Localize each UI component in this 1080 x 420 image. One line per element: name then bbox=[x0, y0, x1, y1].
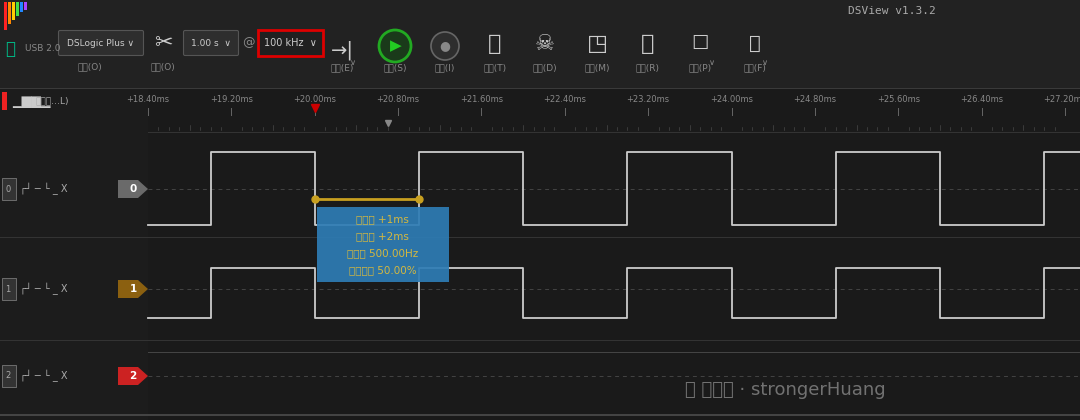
Text: +27.20ms: +27.20ms bbox=[1043, 95, 1080, 104]
Text: 解码(D): 解码(D) bbox=[532, 63, 557, 72]
Bar bbox=[0, 132, 1080, 133]
Text: +23.20ms: +23.20ms bbox=[626, 95, 670, 104]
Text: 搜索(R): 搜索(R) bbox=[636, 63, 660, 72]
Text: 文件(F): 文件(F) bbox=[743, 63, 767, 72]
FancyBboxPatch shape bbox=[58, 31, 144, 55]
FancyArrow shape bbox=[118, 280, 148, 298]
Text: 测量(M): 测量(M) bbox=[584, 63, 610, 72]
Text: ∨: ∨ bbox=[761, 58, 768, 67]
Text: +25.60ms: +25.60ms bbox=[877, 95, 920, 104]
Circle shape bbox=[379, 30, 411, 62]
Text: ∨: ∨ bbox=[708, 58, 715, 67]
FancyArrow shape bbox=[118, 180, 148, 198]
Bar bbox=[0, 0, 1080, 88]
Bar bbox=[316, 207, 449, 281]
Text: ▶: ▶ bbox=[390, 39, 402, 53]
Bar bbox=[148, 352, 1080, 353]
Text: +19.20ms: +19.20ms bbox=[210, 95, 253, 104]
Text: ☐: ☐ bbox=[691, 34, 708, 53]
Text: ┌┘ ─ └ _ X: ┌┘ ─ └ _ X bbox=[21, 283, 67, 295]
Bar bbox=[0, 152, 148, 237]
Bar bbox=[0, 252, 148, 347]
Text: 频率： 500.00Hz: 频率： 500.00Hz bbox=[347, 249, 418, 258]
Text: 模式(E): 模式(E) bbox=[330, 63, 353, 72]
Text: ●: ● bbox=[440, 39, 450, 52]
Text: 开始(S): 开始(S) bbox=[383, 63, 407, 72]
Bar bbox=[0, 237, 1080, 238]
Text: @: @ bbox=[242, 37, 254, 50]
Bar bbox=[21, 2, 23, 12]
Text: ┌┘ ─ └ _ X: ┌┘ ─ └ _ X bbox=[21, 183, 67, 195]
Text: ┌┘ ─ └ _ X: ┌┘ ─ └ _ X bbox=[21, 370, 67, 382]
Text: +20.80ms: +20.80ms bbox=[377, 95, 420, 104]
Text: DSView v1.3.2: DSView v1.3.2 bbox=[848, 6, 935, 16]
Text: 0: 0 bbox=[130, 184, 137, 194]
Text: 1.00 s  ∨: 1.00 s ∨ bbox=[191, 39, 231, 47]
Text: +21.60ms: +21.60ms bbox=[460, 95, 503, 104]
Text: ▁▇▇▁: ▁▇▇▁ bbox=[12, 94, 51, 108]
Bar bbox=[258, 30, 323, 56]
Bar bbox=[2, 92, 6, 110]
Text: ⌕: ⌕ bbox=[642, 34, 654, 54]
Bar bbox=[2, 278, 16, 300]
Circle shape bbox=[431, 32, 459, 60]
Text: ⎙: ⎙ bbox=[750, 34, 761, 53]
FancyBboxPatch shape bbox=[184, 31, 239, 55]
Text: ✂: ✂ bbox=[153, 33, 173, 53]
Bar bbox=[0, 352, 148, 417]
Text: ◳: ◳ bbox=[586, 34, 607, 54]
Bar bbox=[12, 2, 15, 20]
Bar bbox=[4, 2, 6, 30]
Text: +22.40ms: +22.40ms bbox=[543, 95, 586, 104]
Bar bbox=[0, 133, 148, 420]
Bar bbox=[8, 2, 11, 24]
Text: 逻辑分…L): 逻辑分…L) bbox=[35, 97, 68, 105]
Text: 1: 1 bbox=[5, 284, 10, 294]
Bar bbox=[24, 2, 27, 10]
Text: 宽度： +1ms: 宽度： +1ms bbox=[356, 215, 409, 225]
Text: ☠: ☠ bbox=[535, 34, 555, 54]
Text: 2: 2 bbox=[130, 371, 137, 381]
Bar bbox=[0, 88, 1080, 89]
Bar bbox=[0, 414, 1080, 416]
Text: 选项(O): 选项(O) bbox=[78, 62, 103, 71]
Bar bbox=[0, 89, 148, 133]
Bar bbox=[0, 340, 1080, 341]
Text: DSLogic Plus ∨: DSLogic Plus ∨ bbox=[67, 39, 135, 47]
Text: ∨: ∨ bbox=[350, 58, 356, 67]
Text: 1: 1 bbox=[130, 284, 137, 294]
Bar bbox=[16, 2, 19, 16]
Text: 100 kHz  ∨: 100 kHz ∨ bbox=[264, 38, 316, 48]
Text: +26.40ms: +26.40ms bbox=[960, 95, 1003, 104]
Text: 周期： +2ms: 周期： +2ms bbox=[356, 231, 409, 241]
Text: +20.00ms: +20.00ms bbox=[294, 95, 336, 104]
Bar bbox=[2, 178, 16, 200]
Text: +18.40ms: +18.40ms bbox=[126, 95, 170, 104]
FancyArrow shape bbox=[118, 367, 148, 385]
Text: +24.80ms: +24.80ms bbox=[794, 95, 837, 104]
Text: →|: →| bbox=[330, 40, 353, 60]
Text: +24.00ms: +24.00ms bbox=[710, 95, 753, 104]
Bar bbox=[0, 89, 1080, 133]
Text: ⨰: ⨰ bbox=[5, 40, 15, 58]
Text: 占空比： 50.00%: 占空比： 50.00% bbox=[349, 265, 417, 276]
Text: 显示(P): 显示(P) bbox=[688, 63, 712, 72]
Text: 2: 2 bbox=[5, 372, 10, 381]
Text: 立即(I): 立即(I) bbox=[435, 63, 455, 72]
Text: 0: 0 bbox=[5, 184, 10, 194]
Text: 触发(T): 触发(T) bbox=[484, 63, 507, 72]
Bar bbox=[0, 133, 1080, 420]
Bar bbox=[2, 365, 16, 387]
Text: 选项(O): 选项(O) bbox=[150, 62, 175, 71]
Text: USB 2.0: USB 2.0 bbox=[25, 44, 60, 53]
Text: ⫸: ⫸ bbox=[488, 34, 502, 54]
Text: 📱 公众号 · strongerHuang: 📱 公众号 · strongerHuang bbox=[685, 381, 886, 399]
